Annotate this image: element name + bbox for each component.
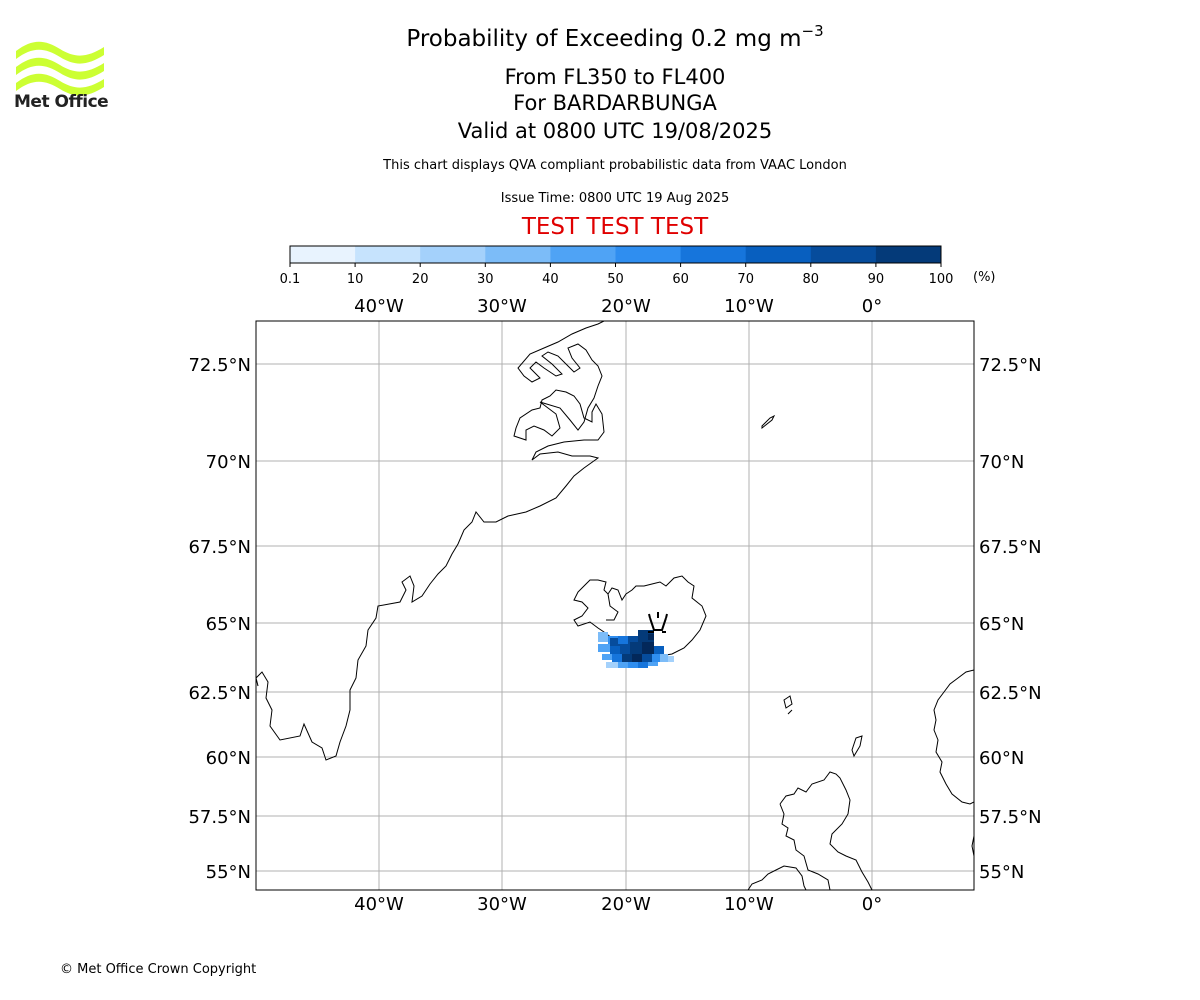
latitude-label: 60°N xyxy=(979,748,1024,769)
latitude-label: 72.5°N xyxy=(188,355,251,376)
longitude-labels-bottom: 40°W 30°W 20°W 10°W 0° xyxy=(354,894,882,915)
latitude-labels-right: 72.5°N 70°N 67.5°N 65°N 62.5°N 60°N 57.5°N 55°N xyxy=(979,355,1042,883)
colorbar-tick-label: 90 xyxy=(868,272,885,287)
colorbar-unit: (%) xyxy=(973,270,996,285)
map-panel: 40°W 30°W 20°W 10°W 0° 40°W 30°W 20°W 10°W 0° 72… xyxy=(188,296,1042,915)
longitude-label: 20°W xyxy=(601,296,651,317)
longitude-label: 20°W xyxy=(601,894,651,915)
latitude-label: 70°N xyxy=(979,452,1024,473)
longitude-label: 10°W xyxy=(724,296,774,317)
colorbar-tick-label: 40 xyxy=(542,272,559,287)
colorbar-cell xyxy=(420,246,486,263)
latitude-labels-left: 72.5°N 70°N 67.5°N 65°N 62.5°N 60°N 57.5°N 55°N xyxy=(188,355,251,883)
met-office-logo xyxy=(16,41,104,96)
colorbar-ticks: 0.1 10 20 30 40 50 60 70 80 90 100 xyxy=(280,263,954,287)
latitude-label: 62.5°N xyxy=(979,683,1042,704)
latitude-label: 60°N xyxy=(206,748,251,769)
longitude-label: 30°W xyxy=(477,296,527,317)
flight-level-subtitle: From FL350 to FL400 xyxy=(504,65,726,89)
latitude-label: 67.5°N xyxy=(188,537,251,558)
colorbar-tick-label: 50 xyxy=(607,272,624,287)
latitude-label: 55°N xyxy=(979,862,1024,883)
longitude-labels-top: 40°W 30°W 20°W 10°W 0° xyxy=(354,296,882,317)
colorbar-tick-label: 10 xyxy=(347,272,364,287)
colorbar-tick-label: 100 xyxy=(929,272,954,287)
colorbar-tick-label: 30 xyxy=(477,272,494,287)
colorbar-tick-label: 20 xyxy=(412,272,429,287)
latitude-label: 72.5°N xyxy=(979,355,1042,376)
longitude-label: 40°W xyxy=(354,894,404,915)
colorbar-tick-label: 0.1 xyxy=(280,272,301,287)
latitude-label: 55°N xyxy=(206,862,251,883)
colorbar: 0.1 10 20 30 40 50 60 70 80 90 100 xyxy=(280,245,954,287)
test-banner: TEST TEST TEST xyxy=(521,214,709,240)
longitude-label: 30°W xyxy=(477,894,527,915)
copyright-notice: © Met Office Crown Copyright xyxy=(60,962,257,977)
ash-probability-cells xyxy=(598,630,674,668)
colorbar-cell xyxy=(355,246,421,263)
sweden-edge xyxy=(971,835,974,857)
iceland-fjord xyxy=(606,593,619,621)
latitude-label: 57.5°N xyxy=(979,807,1042,828)
colorbar-cell xyxy=(550,246,616,263)
jan-mayen-island xyxy=(761,414,776,430)
compliance-note: This chart displays QVA compliant probab… xyxy=(383,158,847,173)
colorbar-cell xyxy=(615,246,682,263)
issue-time: Issue Time: 0800 UTC 19 Aug 2025 xyxy=(500,191,730,206)
colorbar-cell xyxy=(290,246,356,263)
colorbar-tick-label: 80 xyxy=(803,272,820,287)
longitude-label: 40°W xyxy=(354,296,404,317)
colorbar-cell xyxy=(875,246,942,263)
colorbar-tick-label: 60 xyxy=(672,272,689,287)
latitude-label: 67.5°N xyxy=(979,537,1042,558)
shetland-islands xyxy=(851,735,863,758)
logo-text: Met Office xyxy=(14,92,109,112)
colorbar-tick-label: 70 xyxy=(737,272,754,287)
greenland-coastline xyxy=(256,321,605,761)
ireland-coastline xyxy=(747,865,807,890)
longitude-label: 0° xyxy=(862,894,882,915)
faroe-islands xyxy=(783,695,793,715)
latitude-label: 57.5°N xyxy=(188,807,251,828)
colorbar-cell xyxy=(680,246,747,263)
colorbar-cell xyxy=(485,246,551,263)
colorbar-cell xyxy=(745,246,812,263)
map-frame xyxy=(255,320,975,891)
latitude-label: 65°N xyxy=(979,614,1024,635)
chart-title-exponent: −3 xyxy=(801,22,824,40)
norway-coastline xyxy=(933,669,974,805)
latitude-label: 65°N xyxy=(206,614,251,635)
britain-coastline xyxy=(779,771,873,890)
volcano-icon xyxy=(648,612,668,633)
longitude-label: 10°W xyxy=(724,894,774,915)
latitude-label: 70°N xyxy=(206,452,251,473)
chart-title: Probability of Exceeding 0.2 mg m−3 xyxy=(0,22,1200,52)
colorbar-cells xyxy=(290,246,942,263)
volcano-subtitle: For BARDARBUNGA xyxy=(513,91,717,115)
valid-time-subtitle: Valid at 0800 UTC 19/08/2025 xyxy=(457,119,773,143)
chart-title-text: Probability of Exceeding 0.2 mg m xyxy=(406,26,802,52)
latitude-label: 62.5°N xyxy=(188,683,251,704)
colorbar-cell xyxy=(810,246,877,263)
longitude-label: 0° xyxy=(862,296,882,317)
gridlines xyxy=(256,321,974,890)
